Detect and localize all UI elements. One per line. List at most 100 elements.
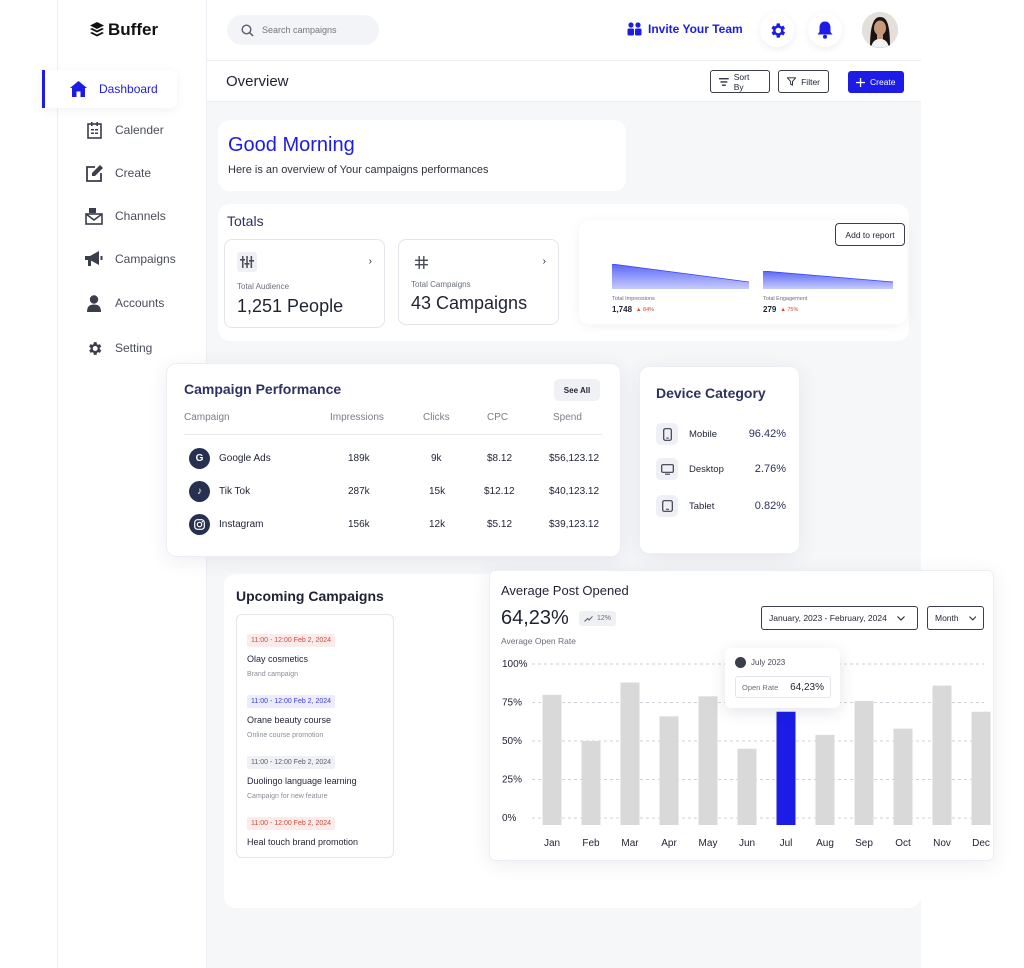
list-item[interactable]: 11:00 - 12:00 Feb 2, 2024 Olay cosmetics… <box>247 629 336 678</box>
x-tick-label: Jun <box>739 838 755 849</box>
column-header: Impressions <box>330 412 384 423</box>
bar-jun[interactable] <box>737 748 757 825</box>
settings-button[interactable] <box>760 13 794 47</box>
sidebar-item-label: Calender <box>115 123 164 137</box>
user-icon <box>85 294 103 312</box>
table-row[interactable]: G Google Ads 189k 9k $8.12 $56,123.12 <box>167 448 617 472</box>
device-percent: 2.76% <box>754 463 786 475</box>
buffer-logo-icon <box>90 22 104 37</box>
period-select[interactable]: Month <box>927 606 984 630</box>
user-avatar-image <box>862 12 898 48</box>
bar-mar[interactable] <box>620 682 640 825</box>
gear-icon <box>770 22 785 38</box>
column-header: Campaign <box>184 412 230 423</box>
y-tick-label: 50% <box>502 736 522 747</box>
x-tick-label: Mar <box>621 838 639 849</box>
sidebar-item-calender[interactable]: Calender <box>58 112 208 148</box>
impressions-cell: 189k <box>348 453 370 464</box>
campaign-name: Tik Tok <box>219 486 251 497</box>
sidebar-item-dashboard[interactable]: Dashboard <box>42 70 177 108</box>
tooltip-label: Open Rate <box>742 683 779 692</box>
clicks-cell: 9k <box>431 453 442 464</box>
time-badge: 11:00 - 12:00 Feb 2, 2024 <box>247 756 336 769</box>
instagram-icon <box>189 514 210 535</box>
gear-icon <box>85 339 103 357</box>
sidebar-item-accounts[interactable]: Accounts <box>58 285 208 321</box>
table-row[interactable]: Instagram 156k 12k $5.12 $39,123.12 <box>167 514 617 538</box>
filter-button[interactable]: Filter <box>778 70 829 93</box>
campaign-name: Heal touch brand promotion <box>247 837 359 847</box>
search-input[interactable] <box>262 25 362 35</box>
home-icon <box>69 80 87 98</box>
device-category-title: Device Category <box>656 385 766 401</box>
total-campaigns-card[interactable]: › Total Campaigns 43 Campaigns <box>398 239 559 325</box>
totals-card: Totals › Total Audience 1,251 People › T… <box>218 204 909 341</box>
bar-dec[interactable] <box>971 711 991 825</box>
spend-cell: $56,123.12 <box>549 453 600 464</box>
x-tick-label: Feb <box>582 838 600 849</box>
trend-badge: 12% <box>579 611 617 626</box>
upcoming-list: 11:00 - 12:00 Feb 2, 2024 Olay cosmetics… <box>236 614 394 858</box>
time-badge: 11:00 - 12:00 Feb 2, 2024 <box>247 695 336 708</box>
sidebar-item-create[interactable]: Create <box>58 155 208 191</box>
create-button[interactable]: Create <box>848 71 904 93</box>
tiktok-icon: ♪ <box>189 481 210 502</box>
notifications-button[interactable] <box>808 13 842 47</box>
avg-post-subtitle: Average Open Rate <box>501 636 576 646</box>
mobile-icon <box>656 423 678 445</box>
clicks-cell: 15k <box>429 486 446 497</box>
sidebar-item-campaigns[interactable]: Campaigns <box>58 241 208 277</box>
x-tick-label: Dec <box>972 838 990 849</box>
spend-cell: $40,123.12 <box>549 486 600 497</box>
see-all-button[interactable]: See All <box>554 379 600 401</box>
impressions-label: Total Impressions <box>612 296 655 302</box>
add-to-report-button[interactable]: Add to report <box>835 223 905 246</box>
device-row: Mobile 96.42% <box>656 423 786 445</box>
avatar[interactable] <box>862 12 898 48</box>
search-bar[interactable] <box>227 15 379 45</box>
bar-oct[interactable] <box>893 728 913 825</box>
audience-icon <box>237 252 257 272</box>
date-range-select[interactable]: January, 2023 - February, 2024 <box>761 606 918 630</box>
page-title: Overview <box>226 73 289 90</box>
total-audience-card[interactable]: › Total Audience 1,251 People <box>224 239 385 328</box>
list-item[interactable]: 11:00 - 12:00 Feb 2, 2024 Duolingo langu… <box>247 751 357 800</box>
x-tick-label: Sep <box>855 838 873 849</box>
bar-sep[interactable] <box>854 700 874 825</box>
bar-feb[interactable] <box>581 741 601 825</box>
column-header: CPC <box>487 412 509 423</box>
bar-may[interactable] <box>698 696 718 825</box>
x-tick-label: May <box>699 838 718 849</box>
sidebar-item-label: Dashboard <box>99 82 158 96</box>
sort-by-button[interactable]: Sort By <box>710 70 770 93</box>
chart-tooltip: July 2023 Open Rate 64,23% <box>725 648 840 708</box>
period-value: Month <box>935 613 959 623</box>
tablet-icon <box>656 495 678 517</box>
time-badge: 11:00 - 12:00 Feb 2, 2024 <box>247 634 336 647</box>
brand-logo[interactable]: Buffer <box>90 20 158 40</box>
tooltip-value-box: Open Rate 64,23% <box>735 676 831 698</box>
bar-apr[interactable] <box>659 716 679 825</box>
device-category-card: Device Category Mobile 96.42% Desktop 2.… <box>639 366 800 554</box>
sidebar-item-setting[interactable]: Setting <box>58 330 208 366</box>
bar-nov[interactable] <box>932 685 952 825</box>
create-label: Create <box>870 77 896 87</box>
list-item[interactable]: 11:00 - 12:00 Feb 2, 2024 Orane beauty c… <box>247 690 336 739</box>
tooltip-month: July 2023 <box>751 658 786 667</box>
brand-name: Buffer <box>108 20 159 39</box>
list-item[interactable]: 11:00 - 12:00 Feb 2, 2024 Heal touch bra… <box>247 812 358 847</box>
device-percent: 0.82% <box>754 500 786 512</box>
avg-post-value: 64,23% <box>501 607 569 629</box>
trend-value: 12% <box>597 615 612 622</box>
campaign-name: Google Ads <box>219 453 271 464</box>
invite-team-button[interactable]: Invite Your Team <box>627 22 743 36</box>
sidebar-item-channels[interactable]: Channels <box>58 198 208 234</box>
table-row[interactable]: ♪ Tik Tok 287k 15k $12.12 $40,123.12 <box>167 481 617 505</box>
sidebar-item-label: Create <box>115 166 152 180</box>
y-tick-label: 100% <box>502 659 528 670</box>
bar-jul[interactable] <box>776 711 796 825</box>
stat-label: Total Audience <box>237 282 290 291</box>
topbar: Invite Your Team <box>207 0 921 61</box>
bar-jan[interactable] <box>542 694 562 825</box>
bar-aug[interactable] <box>815 734 835 825</box>
